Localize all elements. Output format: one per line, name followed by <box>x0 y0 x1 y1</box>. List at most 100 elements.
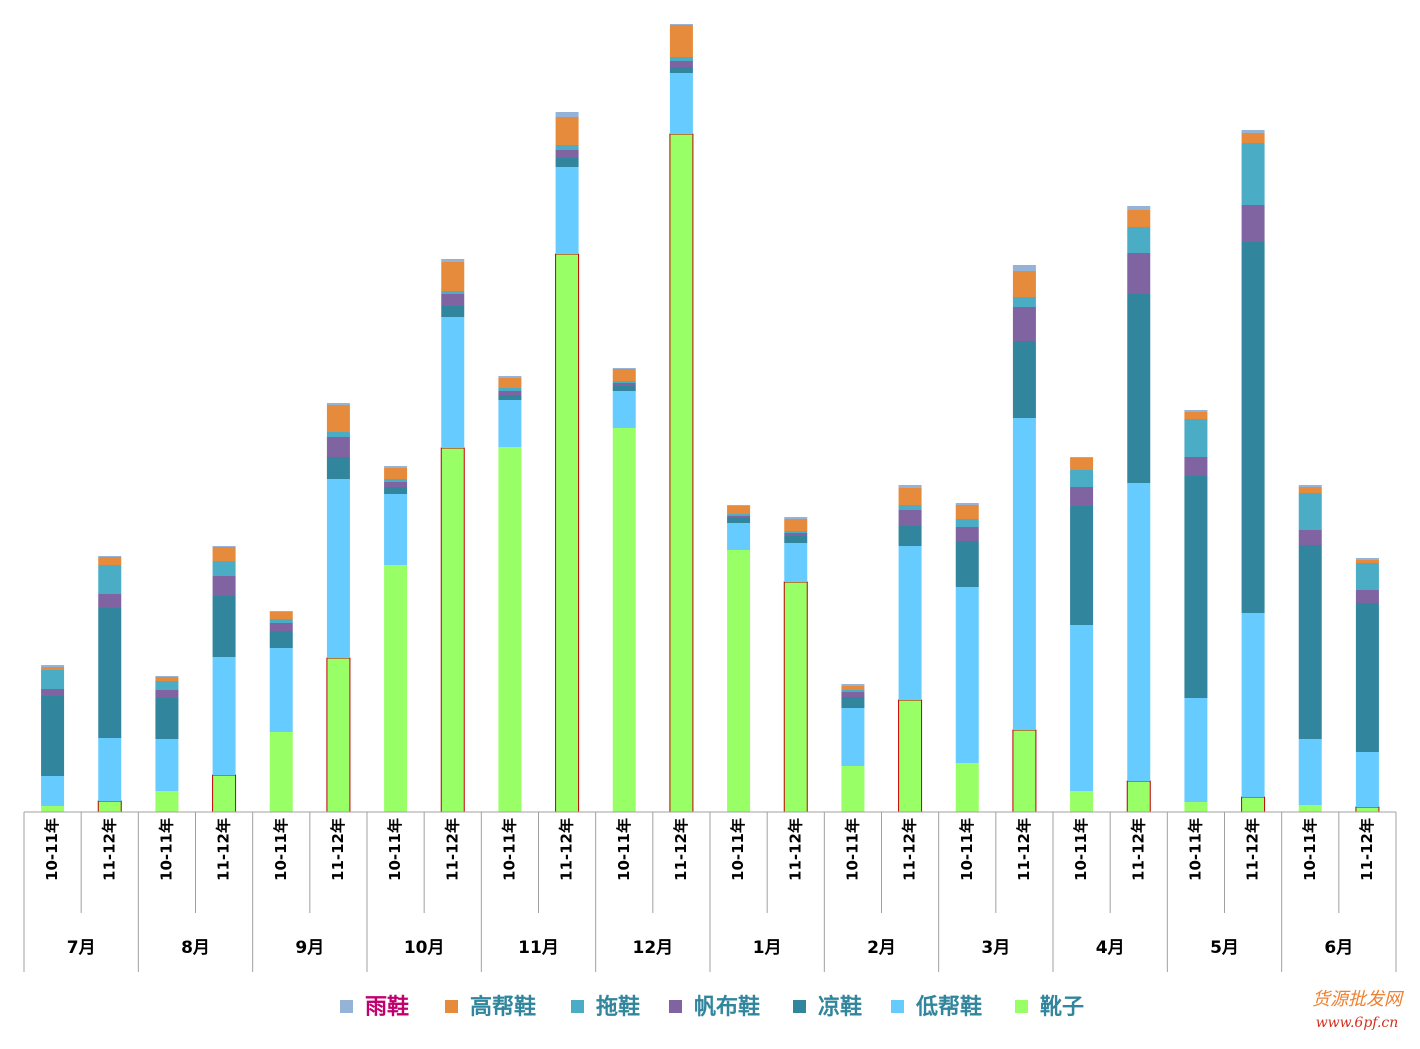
bar-segment <box>326 437 350 457</box>
bar-segment <box>1241 133 1265 143</box>
bar-segment <box>1012 265 1036 271</box>
bar-segment <box>41 689 65 696</box>
bar-segment <box>1127 210 1151 227</box>
bar-segment <box>1184 698 1208 802</box>
bar-segment <box>212 657 236 775</box>
bar-segment <box>841 686 865 690</box>
bar-segment <box>98 556 122 557</box>
x-tick-label: 10-11年 <box>1186 818 1204 881</box>
x-tick-label: 10-11年 <box>500 818 518 881</box>
x-tick-label: 10-11年 <box>272 818 290 881</box>
bar-segment <box>41 776 65 806</box>
group-label: 3月 <box>981 938 1010 958</box>
legend-label: 雨鞋 <box>365 994 409 1020</box>
x-tick-label: 11-12年 <box>215 818 233 881</box>
bar-segment <box>326 657 351 813</box>
bar-segment <box>612 428 636 812</box>
bar-segment <box>1127 294 1151 483</box>
bar-segment <box>1355 563 1379 590</box>
x-tick-label: 11-12年 <box>672 818 690 881</box>
x-tick-label: 10-11年 <box>43 818 61 881</box>
bar-segment <box>1355 806 1380 813</box>
bar-segment <box>41 667 65 670</box>
bar-segment <box>555 145 579 150</box>
bar-segment <box>1355 558 1379 560</box>
bar-segment <box>1184 457 1208 476</box>
bar-segment <box>1070 625 1094 791</box>
x-tick-label: 11-12年 <box>100 818 118 881</box>
bar-segment <box>955 587 979 763</box>
bar-segment <box>955 541 979 587</box>
bar-segment <box>669 73 693 134</box>
bar-segment <box>1070 458 1094 470</box>
bar-segment <box>1127 253 1151 294</box>
bar-segment <box>841 766 865 812</box>
bar-segment <box>1012 271 1036 297</box>
bar-segment <box>1127 206 1151 210</box>
x-tick-label: 10-11年 <box>729 818 747 881</box>
x-tick-label: 11-12年 <box>443 818 461 881</box>
bar-segment <box>384 487 408 494</box>
bar-segment <box>669 67 693 73</box>
x-tick-label: 10-11年 <box>157 818 175 881</box>
x-tick-label: 11-12年 <box>1129 818 1147 881</box>
bar-segment <box>841 684 865 686</box>
bar-segment <box>555 158 579 167</box>
bar-segment <box>326 405 350 432</box>
bar-segment <box>555 112 579 117</box>
bar-segment <box>841 692 865 697</box>
bar-segment <box>41 665 65 667</box>
bar-segment <box>41 696 65 776</box>
x-tick-label: 11-12年 <box>786 818 804 881</box>
bar-segment <box>498 400 522 447</box>
bar-segment <box>1355 560 1379 563</box>
bar-segment <box>1241 143 1265 205</box>
bar-segment <box>441 306 465 317</box>
group-label: 11月 <box>518 938 559 958</box>
bar-segment <box>1184 419 1208 457</box>
bar-segment <box>326 457 350 479</box>
bar-segment <box>612 368 636 369</box>
legend-swatch <box>669 1000 682 1013</box>
bar-segment <box>1184 476 1208 698</box>
bar-segment <box>1298 545 1322 739</box>
bar-segment <box>555 167 579 254</box>
legend-swatch <box>1015 1000 1028 1013</box>
bar-segment <box>1012 418 1036 730</box>
bar-segment <box>498 378 522 388</box>
bar-segment <box>1126 780 1151 813</box>
x-tick-label: 11-12年 <box>329 818 347 881</box>
bar-segment <box>841 690 865 692</box>
bar-segment <box>269 732 293 812</box>
bar-segment <box>212 546 236 547</box>
bar-segment <box>1355 603 1379 752</box>
bar-segment <box>1298 805 1322 812</box>
bar-segment <box>1184 412 1208 419</box>
bar-segment <box>727 505 751 506</box>
bar-segment <box>555 150 579 158</box>
bar-segment <box>612 383 636 386</box>
legend-label: 靴子 <box>1040 994 1084 1020</box>
legend-swatch <box>793 1000 806 1013</box>
x-tick-label: 11-12年 <box>901 818 919 881</box>
bar-segment <box>384 468 408 479</box>
bar-segment <box>98 738 122 801</box>
bar-segment <box>155 690 179 698</box>
bar-segment <box>1012 729 1037 813</box>
bar-segment <box>898 546 922 700</box>
x-tick-label: 10-11年 <box>615 818 633 881</box>
bar-segment <box>498 395 522 400</box>
x-tick-label: 10-11年 <box>1072 818 1090 881</box>
bar-segment <box>1012 307 1036 341</box>
bar-segment <box>898 699 923 813</box>
bar-segment <box>498 447 522 812</box>
group-label: 5月 <box>1210 938 1239 958</box>
bar-segment <box>269 631 293 648</box>
bar-segment <box>1012 297 1036 307</box>
bar-segment <box>727 550 751 812</box>
bar-segment <box>1298 487 1322 493</box>
bar-segment <box>155 791 179 812</box>
x-tick-label: 10-11年 <box>958 818 976 881</box>
bar-segment <box>98 565 122 594</box>
legend-label: 帆布鞋 <box>694 994 760 1020</box>
